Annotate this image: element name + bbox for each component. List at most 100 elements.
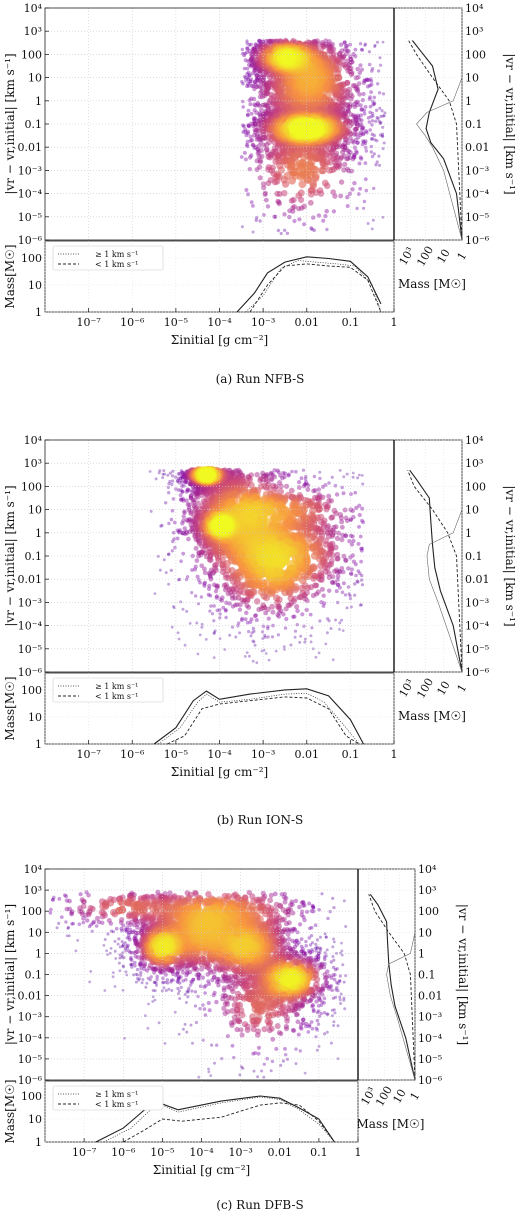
y-tick-label: 10	[28, 504, 42, 517]
density-point	[171, 539, 175, 544]
density-point	[193, 567, 197, 572]
density-point	[322, 1011, 327, 1015]
density-point	[291, 204, 297, 210]
density-point	[346, 148, 351, 154]
density-point	[359, 118, 364, 123]
density-point	[352, 83, 358, 89]
density-point	[359, 122, 364, 127]
density-point	[254, 110, 259, 115]
x-tick-label: 10⁻³	[251, 748, 275, 761]
left-y-axis-label: |vr − vr,initial| [km s⁻¹]	[3, 485, 17, 626]
density-point	[355, 99, 361, 105]
density-point	[354, 149, 359, 154]
density-point	[319, 160, 327, 168]
density-point	[291, 614, 296, 619]
density-point	[244, 610, 249, 615]
density-point	[300, 612, 305, 617]
density-point	[292, 614, 297, 619]
density-point	[361, 125, 366, 130]
density-point	[355, 66, 361, 72]
density-point	[111, 975, 115, 979]
histogram-y-tick-label: 1	[35, 306, 42, 319]
x-tick-label: 10⁻⁷	[77, 748, 102, 761]
density-point	[326, 167, 333, 174]
density-point	[352, 155, 357, 160]
density-point	[149, 509, 153, 513]
density-point	[298, 640, 302, 644]
density-point	[270, 635, 275, 639]
density-point	[365, 84, 370, 89]
density-point	[381, 134, 385, 138]
density-point	[239, 1065, 243, 1069]
density-point	[353, 117, 359, 122]
density-point	[248, 121, 254, 126]
density-point	[317, 562, 325, 570]
density-point	[374, 163, 378, 167]
density-point	[367, 50, 371, 54]
density-point	[338, 193, 344, 199]
density-point	[51, 898, 55, 902]
y-tick-label: 10³	[24, 25, 42, 38]
density-point	[332, 568, 338, 574]
density-point	[315, 938, 319, 942]
density-point	[358, 473, 361, 477]
x-tick-label: 10⁻⁴	[207, 316, 232, 329]
density-point	[247, 73, 252, 78]
density-point	[170, 989, 174, 992]
density-point	[359, 559, 363, 564]
density-point	[298, 1049, 302, 1053]
density-point	[103, 938, 107, 941]
density-point	[295, 623, 299, 627]
density-point	[248, 102, 253, 107]
density-point	[362, 78, 367, 83]
density-point	[172, 537, 176, 541]
density-point	[257, 94, 263, 100]
right-y-tick-label: 0.1	[465, 550, 483, 563]
density-point	[294, 1062, 298, 1066]
density-point	[310, 1026, 315, 1031]
density-point	[277, 166, 285, 174]
legend-box	[52, 245, 164, 271]
density-point	[377, 119, 381, 124]
density-point	[355, 87, 361, 93]
density-point	[212, 604, 216, 608]
density-point	[66, 925, 71, 930]
density-point	[244, 188, 249, 192]
density-point	[376, 40, 379, 44]
density-point	[347, 103, 353, 109]
density-point	[304, 607, 309, 613]
right-y-tick-label: 0.01	[465, 141, 490, 154]
x-tick-label: 10⁻⁶	[120, 748, 145, 761]
density-point	[251, 46, 257, 52]
density-point	[254, 44, 260, 50]
density-point	[183, 1022, 187, 1026]
density-point	[181, 551, 186, 556]
density-point	[180, 470, 185, 475]
density-point	[185, 609, 189, 613]
density-point	[183, 643, 187, 647]
density-point	[361, 520, 366, 525]
legend: ≥ 1 km s⁻¹< 1 km s⁻¹	[52, 245, 164, 271]
density-point	[339, 1002, 343, 1005]
density-point	[160, 523, 164, 528]
density-point	[361, 131, 366, 136]
density-point	[209, 1074, 213, 1077]
density-point	[342, 144, 348, 149]
y-tick-label: 10⁴	[24, 434, 43, 447]
density-point	[102, 944, 106, 947]
density-cloud	[239, 37, 387, 236]
right-y-axis-label: |vr − vr,initial| [km s⁻¹]	[503, 485, 517, 626]
density-point	[55, 926, 59, 930]
density-point	[89, 970, 93, 973]
density-point	[276, 199, 282, 205]
density-point	[348, 507, 354, 512]
density-point	[206, 592, 211, 597]
density-point	[212, 631, 216, 634]
side-slow-mass-curve	[416, 77, 463, 241]
density-point	[332, 1024, 336, 1027]
density-point	[133, 960, 137, 965]
density-point	[178, 577, 182, 582]
density-point	[347, 539, 352, 544]
density-point	[321, 593, 326, 598]
density-point	[140, 981, 144, 985]
